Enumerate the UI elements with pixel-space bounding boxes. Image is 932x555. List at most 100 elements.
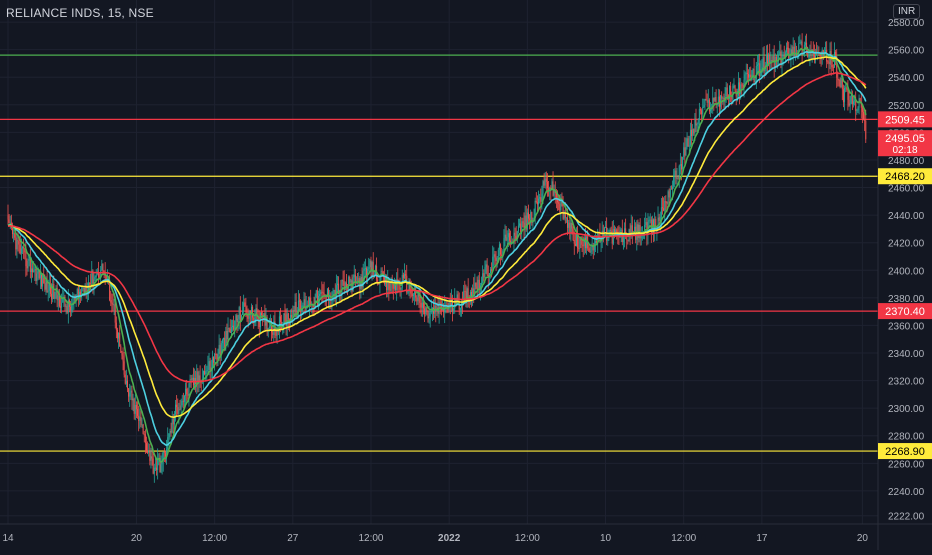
candle-body xyxy=(303,299,305,306)
candle-body xyxy=(683,147,685,158)
candle-body xyxy=(290,314,292,323)
candle-body xyxy=(249,310,251,314)
candle-body xyxy=(139,416,141,421)
candle-body xyxy=(43,274,45,284)
candle-body xyxy=(406,275,408,293)
candle-body xyxy=(530,212,532,220)
candle-body xyxy=(240,314,242,321)
candle-body xyxy=(486,264,488,275)
candle-body xyxy=(231,325,233,327)
candle-body xyxy=(478,279,480,290)
candle-body xyxy=(124,374,126,384)
candle-body xyxy=(471,292,473,299)
candle-body xyxy=(26,266,28,269)
candle-body xyxy=(219,344,221,354)
candle-body xyxy=(501,254,503,256)
candle-body xyxy=(217,354,219,360)
candle-body xyxy=(319,293,321,296)
candle-body xyxy=(513,232,515,243)
candle-body xyxy=(678,165,680,179)
candle-body xyxy=(383,275,385,284)
candle-body xyxy=(559,203,561,211)
candle-body xyxy=(38,271,40,279)
candle-body xyxy=(546,181,548,189)
candle-body xyxy=(611,231,613,244)
candle-body xyxy=(44,283,46,290)
x-tick-label: 10 xyxy=(600,533,612,544)
y-tick-label: 2360.00 xyxy=(888,321,925,332)
candle-body xyxy=(402,274,404,278)
level-price-tag xyxy=(878,303,932,320)
candle-body xyxy=(860,101,862,108)
candle-body xyxy=(534,200,536,219)
candle-body xyxy=(97,271,99,278)
candle-body xyxy=(658,217,660,221)
candle-body xyxy=(550,187,552,190)
candle-body xyxy=(287,313,289,320)
candle-body xyxy=(714,97,716,101)
time-axis[interactable]: 14 20 12:00 27 12:00 2022 12:00 10 12:00 17 20 xyxy=(0,523,932,544)
currency-badge[interactable]: INR xyxy=(893,4,921,19)
candle-body xyxy=(785,47,787,53)
candle-body xyxy=(770,59,772,63)
candle-body xyxy=(428,316,430,319)
candle-body xyxy=(856,110,858,112)
candle-body xyxy=(81,288,83,296)
candle-body xyxy=(202,370,204,380)
candle-body xyxy=(581,240,583,245)
candle-body xyxy=(847,89,849,100)
candle-body xyxy=(565,217,567,219)
candle-body xyxy=(717,96,719,105)
level-price-text: 2370.40 xyxy=(885,306,925,318)
candle-body xyxy=(233,325,235,330)
candle-body xyxy=(682,157,684,170)
current-price-tag xyxy=(878,130,932,157)
candle-body xyxy=(560,200,562,211)
symbol-title[interactable]: RELIANCE INDS, 15, NSE xyxy=(6,6,154,20)
candle-body xyxy=(70,306,72,311)
candle-body xyxy=(491,269,493,271)
candle-body xyxy=(541,193,543,202)
candle-body xyxy=(169,431,171,434)
candle-body xyxy=(543,181,545,186)
candle-body xyxy=(797,54,799,56)
candle-body xyxy=(76,288,78,295)
candle-body xyxy=(199,375,201,381)
candle-body xyxy=(284,313,286,315)
candle-body xyxy=(228,328,230,330)
y-tick-label: 2380.00 xyxy=(888,294,925,305)
candle-body xyxy=(89,282,91,284)
candle-body xyxy=(167,437,169,450)
candle-body xyxy=(840,77,842,88)
candle-body xyxy=(170,431,172,433)
ema-line xyxy=(7,56,867,419)
candle-body xyxy=(244,302,246,307)
candle-body xyxy=(141,424,143,426)
candle-body xyxy=(457,294,459,302)
candle-body xyxy=(620,229,622,232)
candle-body xyxy=(616,229,618,233)
candle-body xyxy=(765,54,767,67)
candle-body xyxy=(142,424,144,434)
candle-body xyxy=(129,392,131,397)
ema-line xyxy=(8,72,867,383)
candle-body xyxy=(850,94,852,104)
candle-body xyxy=(646,222,648,235)
x-tick-label: 12:00 xyxy=(671,533,696,544)
candle-body xyxy=(230,326,232,333)
candle-body xyxy=(85,285,87,293)
candle-body xyxy=(77,288,79,297)
candle-body xyxy=(553,189,555,196)
price-axis[interactable]: 2222.00 2240.00 2260.00 2280.00 2300.00 2320.… xyxy=(877,0,925,550)
candle-body xyxy=(713,97,715,101)
candle-body xyxy=(80,291,82,296)
candle-body xyxy=(759,63,761,77)
candle-body xyxy=(859,98,861,102)
candle-body xyxy=(568,222,570,228)
candle-body xyxy=(113,304,115,306)
candle-body xyxy=(705,99,707,101)
candle-body xyxy=(25,252,27,267)
candle-body xyxy=(371,262,373,271)
